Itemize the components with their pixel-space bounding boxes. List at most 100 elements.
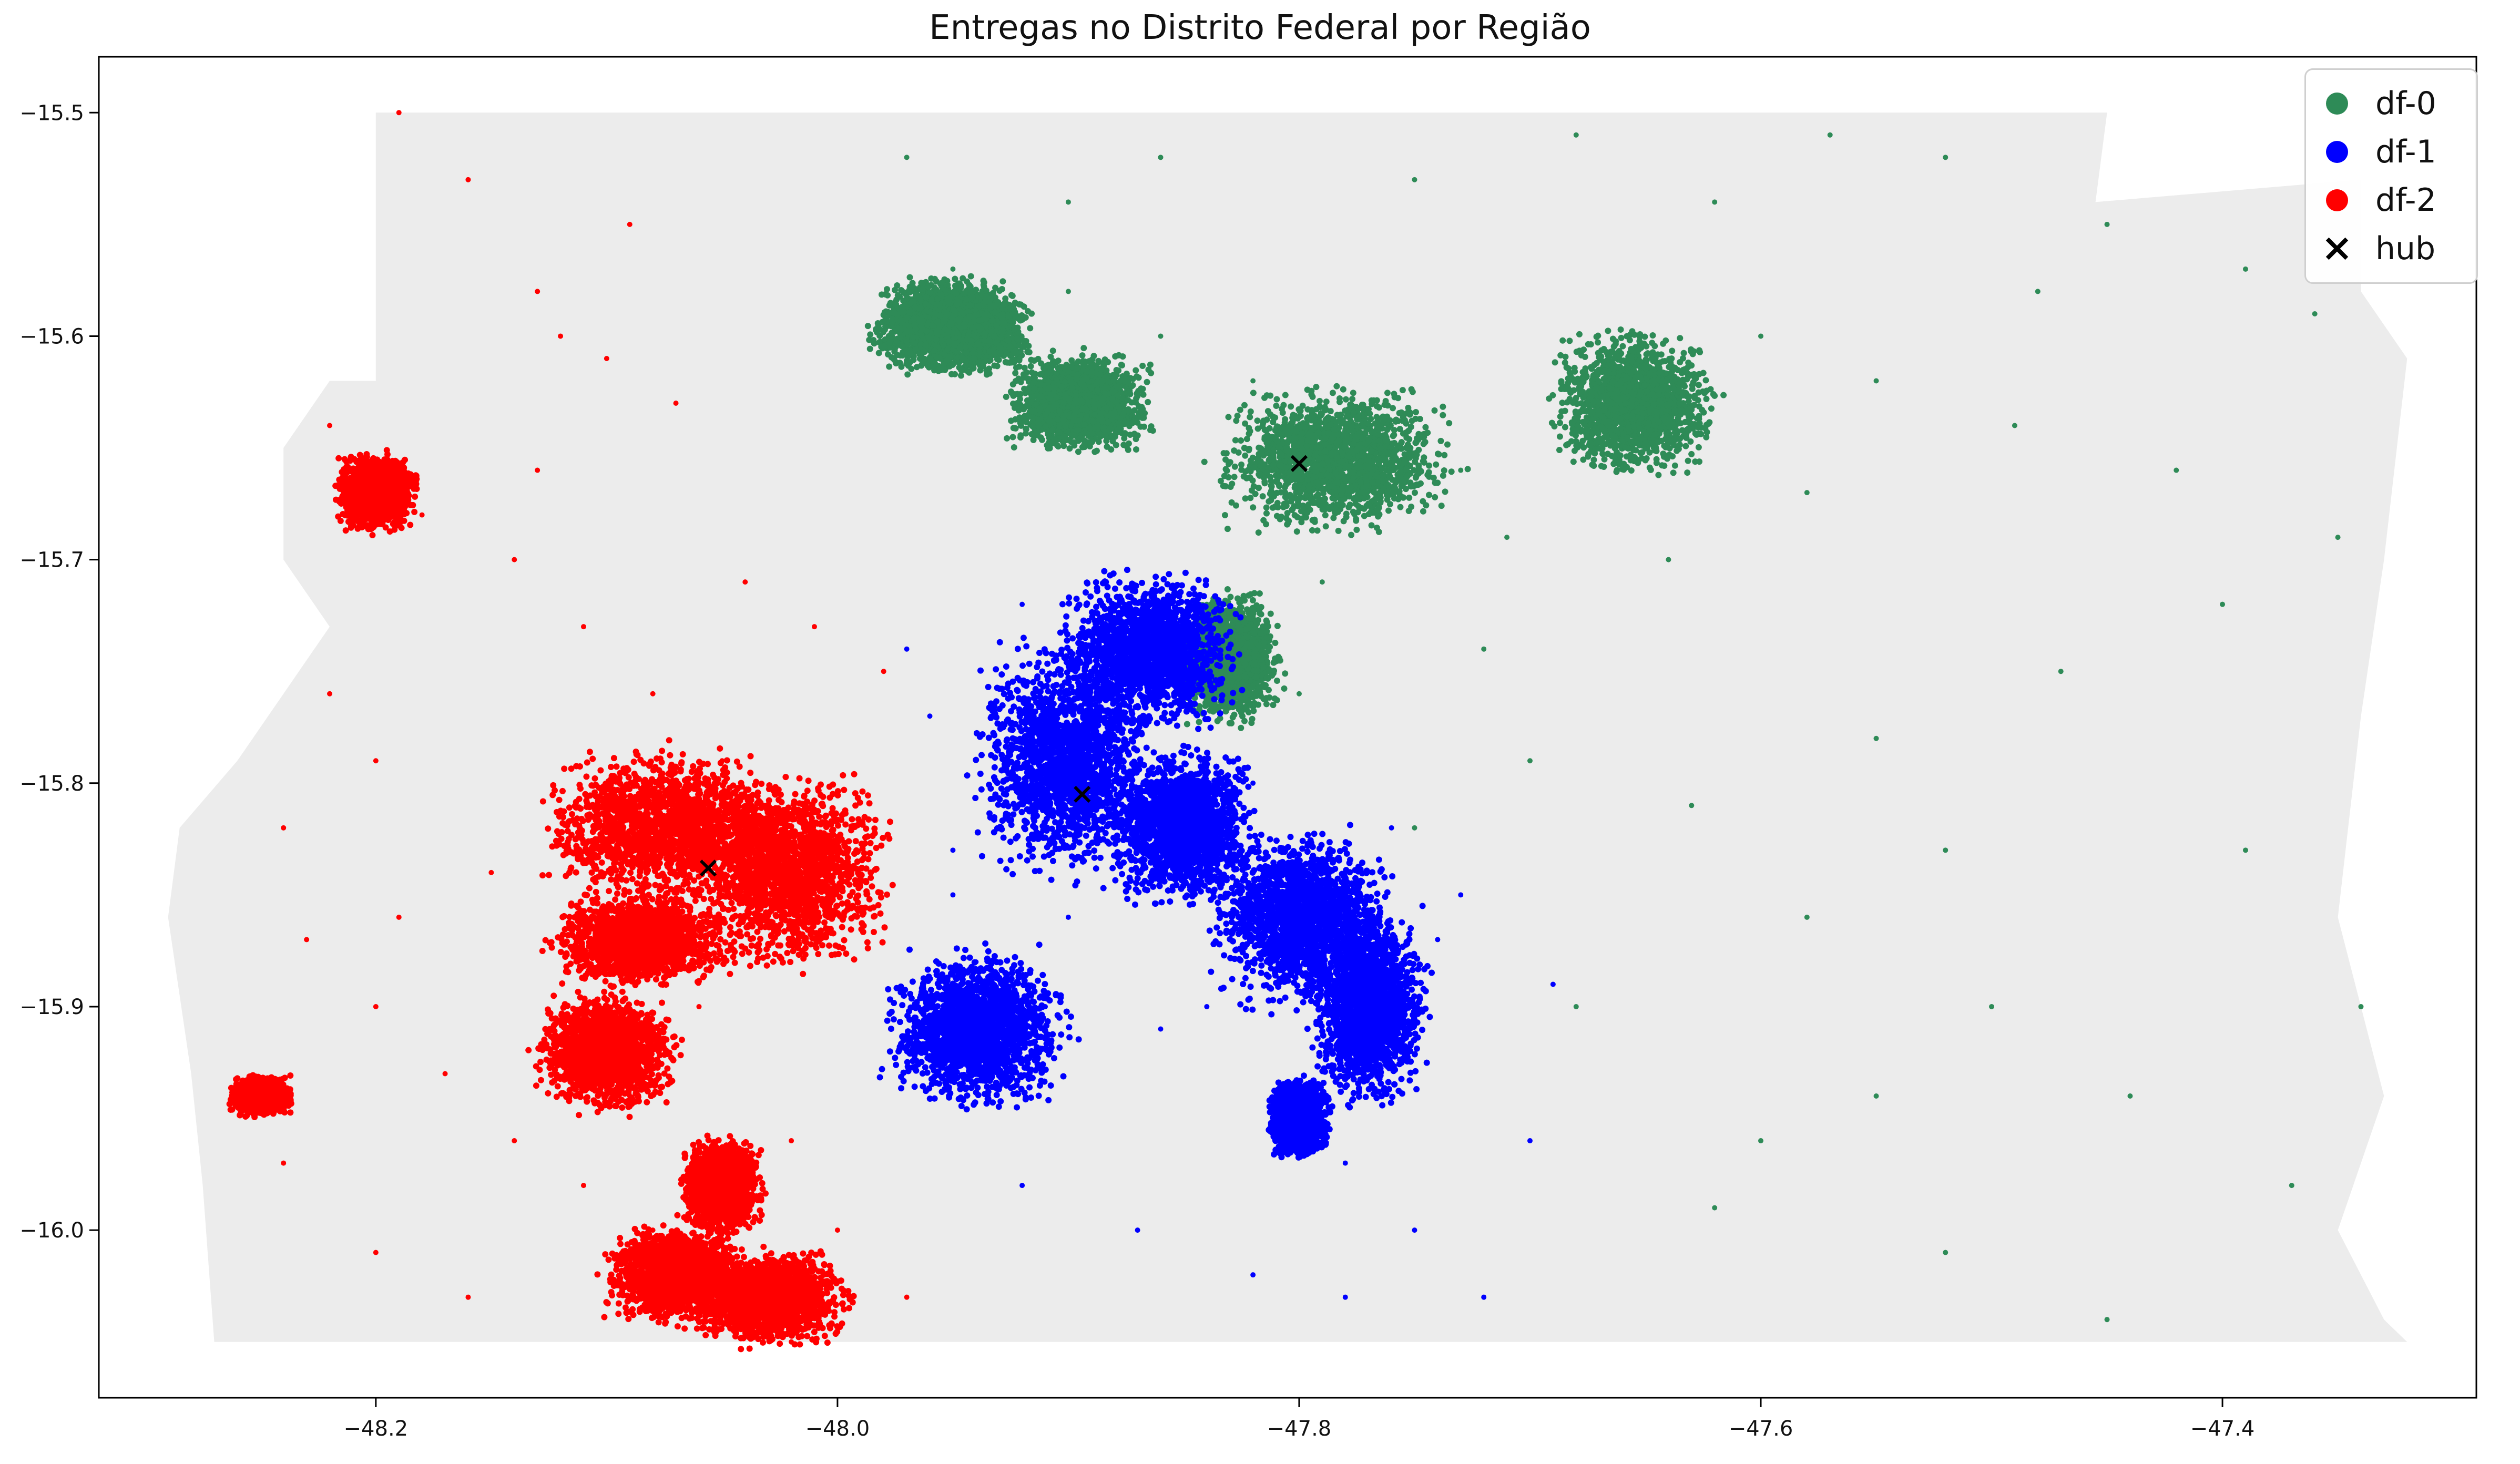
point-df-0-21 bbox=[2174, 468, 2179, 473]
cluster-point-df-0 bbox=[1426, 492, 1432, 498]
cluster-point-df-0 bbox=[1241, 445, 1248, 451]
cluster-point-df-0 bbox=[1424, 429, 1431, 436]
cluster-point-df-0 bbox=[1289, 415, 1295, 421]
cluster-point-df-0 bbox=[1610, 461, 1617, 467]
cluster-point-df-0 bbox=[1420, 508, 1426, 515]
point-df-0-7 bbox=[1943, 155, 1948, 160]
cluster-point-df-0 bbox=[1422, 439, 1429, 445]
cluster-point-df-0 bbox=[1264, 444, 1271, 450]
cluster-point-df-0 bbox=[1605, 451, 1611, 457]
cluster-point-df-0 bbox=[1328, 451, 1334, 457]
cluster-point-df-0 bbox=[1566, 337, 1573, 344]
cluster-point-df-0 bbox=[1690, 348, 1697, 354]
cluster-point-df-0 bbox=[1238, 725, 1244, 731]
cluster-point-df-0 bbox=[1677, 359, 1683, 365]
cluster-point-df-0 bbox=[1557, 352, 1564, 359]
cluster-point-df-0 bbox=[1369, 522, 1375, 528]
cluster-point-df-0 bbox=[1390, 405, 1396, 411]
cluster-point-df-0 bbox=[1251, 464, 1257, 470]
cluster-point-df-0 bbox=[1654, 460, 1660, 466]
cluster-point-df-0 bbox=[1583, 431, 1589, 437]
cluster-point-df-0 bbox=[1613, 418, 1619, 425]
cluster-point-df-0 bbox=[1610, 432, 1616, 438]
cluster-point-df-0 bbox=[1278, 462, 1284, 468]
cluster-point-df-0 bbox=[1557, 434, 1563, 440]
cluster-point-df-0 bbox=[1391, 427, 1397, 433]
cluster-point-df-0 bbox=[1406, 495, 1412, 501]
cluster-point-df-0 bbox=[1604, 433, 1610, 439]
cluster-point-df-0 bbox=[1625, 426, 1631, 432]
cluster-point-df-0 bbox=[1410, 389, 1416, 395]
cluster-point-df-0 bbox=[1696, 444, 1702, 451]
point-df-0-41 bbox=[2243, 847, 2248, 853]
point-df-0-31 bbox=[1481, 647, 1486, 652]
cluster-point-df-0 bbox=[1658, 425, 1664, 431]
cluster-point-df-0 bbox=[1465, 466, 1471, 472]
cluster-point-df-0 bbox=[1326, 484, 1332, 490]
cluster-point-df-0 bbox=[1276, 473, 1282, 479]
cluster-point-df-0 bbox=[1630, 447, 1637, 453]
cluster-point-df-0 bbox=[1250, 390, 1257, 396]
cluster-point-df-0 bbox=[1611, 406, 1617, 413]
cluster-point-df-0 bbox=[1624, 375, 1630, 381]
cluster-point-df-0 bbox=[1557, 419, 1563, 426]
cluster-point-df-0 bbox=[1595, 350, 1601, 356]
cluster-point-df-0 bbox=[1391, 495, 1397, 501]
cluster-point-df-0 bbox=[1242, 453, 1248, 459]
cluster-point-df-0 bbox=[1686, 425, 1692, 432]
cluster-point-df-0 bbox=[1640, 342, 1647, 349]
cluster-point-df-0 bbox=[1609, 378, 1616, 385]
cluster-point-df-0 bbox=[1697, 421, 1703, 427]
cluster-point-df-0 bbox=[1612, 394, 1618, 401]
point-df-0-32 bbox=[1804, 915, 1810, 920]
cluster-point-df-0 bbox=[1310, 394, 1316, 400]
cluster-point-df-0 bbox=[1270, 462, 1277, 468]
cluster-point-df-0 bbox=[1619, 466, 1625, 472]
cluster-point-df-0 bbox=[1392, 485, 1398, 491]
cluster-point-df-0 bbox=[1228, 484, 1234, 490]
cluster-point-df-0 bbox=[1413, 409, 1419, 415]
cluster-point-df-0 bbox=[1691, 424, 1697, 430]
cluster-point-df-0 bbox=[1650, 332, 1656, 339]
cluster-point-df-0 bbox=[1642, 440, 1649, 446]
cluster-point-df-0 bbox=[1323, 398, 1330, 405]
cluster-point-df-0 bbox=[1680, 368, 1686, 375]
cluster-point-df-0 bbox=[1653, 416, 1659, 422]
cluster-point-df-0 bbox=[1386, 492, 1392, 498]
cluster-point-df-0 bbox=[1312, 462, 1318, 468]
cluster-point-df-0 bbox=[1620, 386, 1627, 392]
cluster-point-df-0 bbox=[1397, 426, 1403, 432]
cluster-point-df-0 bbox=[1312, 453, 1318, 459]
cluster-point-df-0 bbox=[1646, 371, 1652, 377]
point-df-0-4 bbox=[1574, 132, 1579, 138]
cluster-point-df-0 bbox=[1606, 423, 1612, 429]
cluster-point-df-0 bbox=[1413, 475, 1419, 481]
cluster-point-df-0 bbox=[1278, 514, 1284, 520]
cluster-point-df-0 bbox=[1343, 396, 1349, 403]
cluster-point-df-0 bbox=[1549, 419, 1555, 426]
cluster-point-df-0 bbox=[1681, 350, 1687, 356]
cluster-point-df-0 bbox=[1403, 466, 1410, 472]
cluster-point-df-0 bbox=[1703, 434, 1709, 441]
cluster-point-df-0 bbox=[1404, 410, 1410, 416]
cluster-point-df-0 bbox=[1567, 373, 1574, 379]
point-df-0-43 bbox=[1666, 557, 1671, 562]
cluster-point-df-0 bbox=[1629, 413, 1636, 419]
point-df-0-19 bbox=[1874, 378, 1879, 383]
cluster-point-df-0 bbox=[1647, 465, 1653, 471]
cluster-point-df-0 bbox=[1581, 421, 1587, 427]
cluster-point-df-0 bbox=[1612, 442, 1618, 448]
cluster-point-df-0 bbox=[1263, 504, 1270, 510]
cluster-point-df-0 bbox=[1242, 495, 1249, 501]
point-df-0-16 bbox=[1458, 468, 1463, 473]
cluster-point-df-0 bbox=[1601, 456, 1608, 463]
cluster-point-df-0 bbox=[1221, 450, 1227, 456]
cluster-point-df-0 bbox=[1350, 469, 1356, 476]
cluster-point-df-0 bbox=[1341, 444, 1348, 451]
cluster-point-df-0 bbox=[1706, 419, 1712, 425]
cluster-point-df-0 bbox=[1248, 408, 1254, 415]
cluster-point-df-0 bbox=[1441, 467, 1447, 474]
cluster-point-df-0 bbox=[1588, 364, 1594, 370]
cluster-point-df-0 bbox=[1391, 391, 1397, 397]
cluster-point-df-0 bbox=[1670, 469, 1677, 476]
